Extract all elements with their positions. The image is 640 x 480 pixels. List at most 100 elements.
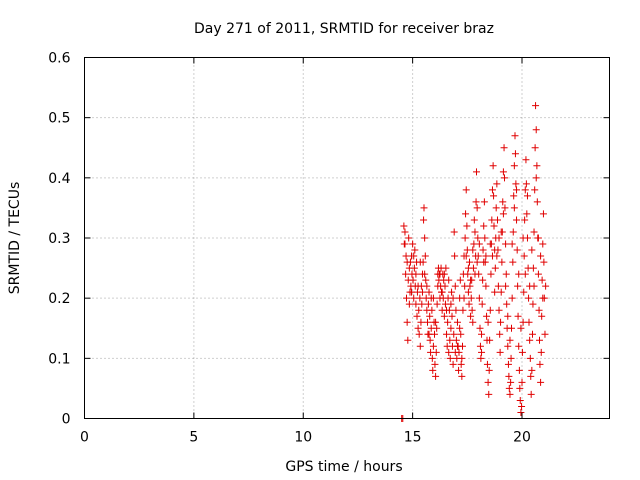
data-point [428,354,436,362]
data-point [452,306,460,314]
data-point [491,264,499,272]
data-point [528,366,536,374]
data-point [456,276,464,284]
data-point [504,312,512,320]
data-point [491,288,499,296]
data-point [410,264,418,272]
axis-ticks: 0 5 10 15 20 0 0.1 0.2 0.3 0.4 0.5 0.6 [48,51,610,446]
data-point [412,270,420,278]
data-point [453,342,461,350]
data-point [518,378,526,386]
data-point [429,294,437,302]
data-point [451,252,459,260]
data-point [486,240,494,248]
data-point [521,186,529,194]
data-point [510,204,518,212]
data-point [498,258,506,266]
data-point [508,240,516,248]
data-point [467,312,475,320]
data-point [464,270,472,278]
data-point [508,324,515,332]
data-point [501,174,508,182]
data-point [425,330,433,338]
data-point [410,252,418,260]
data-point [428,306,436,314]
x-tick-label: 5 [189,430,198,446]
data-point [507,354,515,362]
data-point [525,294,533,302]
data-point [487,270,495,278]
data-point [450,330,458,338]
data-point [466,258,473,266]
data-point [500,144,508,152]
data-point [440,312,448,320]
data-point [513,246,521,254]
data-point [405,234,413,242]
data-point [451,348,459,356]
data-point [537,252,545,260]
data-point [494,246,502,254]
data-point [469,318,477,326]
data-point [403,294,410,302]
y-tick-label: 0.6 [48,51,70,67]
data-point [514,282,522,290]
data-point [480,222,488,230]
data-point [495,306,503,314]
data-point [482,282,490,290]
data-point [533,198,541,206]
data-point [515,366,523,374]
data-point [446,336,454,344]
data-point [464,288,472,296]
data-point [484,378,492,386]
data-point [511,150,519,158]
data-point [521,270,529,278]
data-point [506,390,514,398]
data-point [462,252,470,260]
data-point [493,180,501,188]
data-point [490,222,498,230]
data-point [479,246,487,254]
data-point [418,288,426,296]
data-point [531,144,539,152]
data-point [514,312,522,320]
data-point [512,180,520,188]
data-point [485,390,493,398]
data-point [537,348,545,356]
data-point [485,366,493,374]
data-point [468,306,476,314]
data-point [490,192,498,200]
data-point [538,276,546,284]
data-point [462,186,470,194]
data-point [473,258,481,266]
data-point [446,354,454,362]
data-point [404,336,412,344]
data-point [443,330,451,338]
data-point [493,252,501,260]
data-point [426,312,434,320]
data-point [504,342,512,350]
data-point [414,282,422,290]
data-point [482,252,490,260]
chart-title: Day 271 of 2011, SRMTID for receiver bra… [194,21,494,37]
data-point [451,282,459,290]
data-point [447,324,455,332]
data-point [465,300,473,308]
data-point [431,360,439,368]
data-point [460,294,468,302]
data-point [497,228,505,236]
data-point [486,336,494,344]
data-point [458,354,466,362]
data-point [534,270,542,278]
data-point [517,324,525,332]
data-point [495,234,503,242]
data-point [505,372,513,380]
data-point [507,378,515,386]
data-point [536,360,544,368]
data-point [479,276,487,284]
data-point [449,360,457,368]
y-tick-label: 0.1 [48,351,70,367]
data-point [420,216,428,224]
x-tick-label: 10 [294,430,312,446]
data-point [403,258,411,266]
data-point [409,240,417,248]
